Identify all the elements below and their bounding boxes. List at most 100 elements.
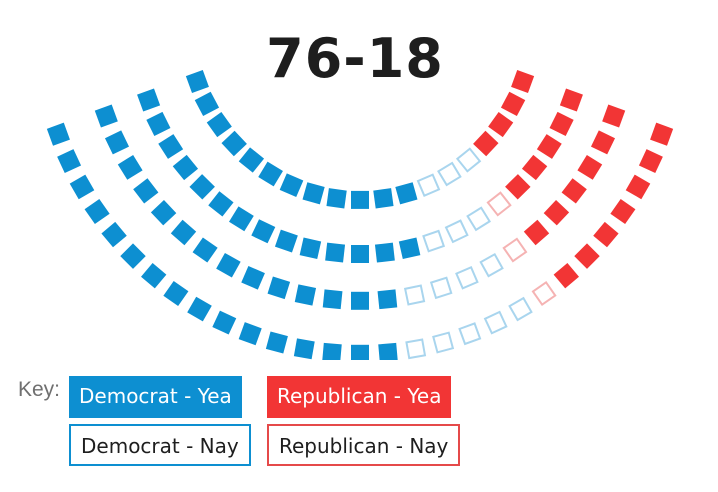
legend-key-label: Key: bbox=[18, 378, 61, 401]
seat-rep-yea bbox=[574, 243, 600, 269]
seat-dem-yea bbox=[351, 291, 369, 310]
seat-dem-yea bbox=[117, 155, 143, 180]
seat-dem-yea bbox=[46, 122, 70, 146]
seat-rep-yea bbox=[511, 69, 535, 94]
seat-rep-nay bbox=[531, 280, 557, 307]
seat-rep-yea bbox=[549, 111, 574, 136]
seat-dem-yea bbox=[57, 149, 82, 174]
seat-rep-yea bbox=[625, 174, 651, 200]
seat-dem-yea bbox=[208, 191, 234, 217]
seat-dem-nay bbox=[416, 173, 441, 198]
seat-dem-yea bbox=[104, 130, 130, 155]
seat-dem-yea bbox=[279, 173, 304, 198]
seat-dem-yea bbox=[322, 289, 343, 310]
seat-dem-yea bbox=[377, 289, 398, 310]
seat-dem-yea bbox=[216, 252, 241, 278]
seat-dem-yea bbox=[69, 174, 95, 200]
seat-rep-nay bbox=[502, 237, 528, 263]
seat-dem-yea bbox=[267, 276, 291, 300]
seat-dem-yea bbox=[141, 263, 167, 289]
seat-dem-nay bbox=[432, 331, 455, 354]
seat-dem-yea bbox=[395, 182, 418, 205]
seat-dem-yea bbox=[170, 219, 197, 246]
seat-rep-yea bbox=[523, 219, 550, 246]
seat-dem-yea bbox=[194, 91, 220, 117]
seat-dem-yea bbox=[158, 134, 184, 159]
seat-dem-yea bbox=[293, 338, 315, 360]
seat-dem-yea bbox=[274, 229, 298, 253]
seat-dem-nay bbox=[458, 322, 482, 346]
seat-dem-yea bbox=[241, 265, 265, 290]
seat-dem-yea bbox=[258, 161, 283, 187]
seat-dem-nay bbox=[483, 310, 508, 335]
seat-dem-yea bbox=[189, 174, 215, 200]
seat-dem-yea bbox=[229, 206, 254, 232]
seat-rep-yea bbox=[488, 112, 514, 138]
seat-dem-nay bbox=[422, 229, 446, 253]
seat-dem-yea bbox=[206, 112, 232, 138]
seat-dem-nay bbox=[479, 252, 504, 278]
seat-dem-yea bbox=[187, 296, 212, 322]
seat-rep-yea bbox=[500, 91, 526, 117]
seat-rep-nay bbox=[486, 191, 512, 217]
seat-dem-yea bbox=[172, 154, 199, 181]
seat-dem-yea bbox=[101, 221, 127, 248]
seat-rep-yea bbox=[543, 199, 570, 226]
seat-dem-nay bbox=[405, 338, 427, 360]
seat-dem-nay bbox=[455, 265, 479, 290]
vote-tally: 76-18 bbox=[266, 27, 444, 90]
seat-dem-yea bbox=[265, 331, 288, 354]
seat-dem-nay bbox=[403, 284, 426, 306]
seat-dem-yea bbox=[351, 190, 369, 209]
seat-dem-nay bbox=[466, 206, 491, 232]
seat-dem-yea bbox=[238, 147, 265, 173]
seat-dem-yea bbox=[238, 322, 262, 346]
seat-dem-yea bbox=[94, 104, 118, 128]
seat-dem-yea bbox=[302, 182, 325, 205]
seat-rep-yea bbox=[610, 198, 636, 225]
seat-chart bbox=[46, 69, 674, 360]
seat-dem-nay bbox=[437, 161, 462, 187]
seat-dem-yea bbox=[351, 245, 369, 263]
seat-rep-yea bbox=[559, 88, 583, 112]
seat-dem-yea bbox=[326, 188, 347, 209]
seat-dem-yea bbox=[251, 219, 276, 244]
seat-rep-yea bbox=[602, 104, 626, 128]
seat-dem-yea bbox=[398, 237, 421, 260]
seat-rep-yea bbox=[593, 221, 619, 248]
seat-dem-yea bbox=[192, 237, 218, 263]
seat-dem-yea bbox=[133, 178, 159, 204]
seat-dem-yea bbox=[84, 198, 110, 225]
seat-dem-yea bbox=[146, 111, 171, 136]
seat-rep-yea bbox=[473, 130, 499, 157]
seat-rep-yea bbox=[638, 149, 663, 174]
seat-rep-yea bbox=[577, 155, 603, 180]
legend-democrat-yea: Democrat - Yea bbox=[69, 376, 242, 418]
seat-dem-yea bbox=[185, 69, 209, 94]
seat-dem-yea bbox=[120, 243, 146, 269]
seat-rep-yea bbox=[650, 122, 674, 146]
seat-rep-yea bbox=[561, 178, 587, 204]
seat-dem-yea bbox=[299, 237, 322, 260]
seat-dem-yea bbox=[163, 280, 189, 307]
seat-rep-yea bbox=[521, 154, 548, 181]
seat-rep-yea bbox=[536, 134, 562, 159]
seat-dem-yea bbox=[150, 199, 177, 226]
seat-dem-yea bbox=[137, 88, 161, 112]
legend-democrat-nay: Democrat - Nay bbox=[69, 424, 251, 466]
seat-rep-yea bbox=[553, 263, 579, 289]
seat-dem-yea bbox=[378, 342, 398, 360]
seat-dem-nay bbox=[429, 276, 453, 300]
seat-dem-yea bbox=[212, 310, 237, 335]
legend-republican-nay: Republican - Nay bbox=[267, 424, 461, 466]
seat-dem-nay bbox=[508, 296, 533, 322]
seat-dem-yea bbox=[294, 284, 317, 306]
seat-dem-yea bbox=[351, 344, 369, 360]
seat-dem-yea bbox=[374, 242, 395, 263]
seat-dem-nay bbox=[455, 147, 482, 173]
seat-rep-yea bbox=[505, 174, 531, 200]
legend-republican-yea: Republican - Yea bbox=[267, 376, 452, 418]
seat-dem-yea bbox=[325, 242, 346, 263]
seat-dem-yea bbox=[221, 130, 247, 157]
seat-dem-yea bbox=[322, 342, 342, 360]
